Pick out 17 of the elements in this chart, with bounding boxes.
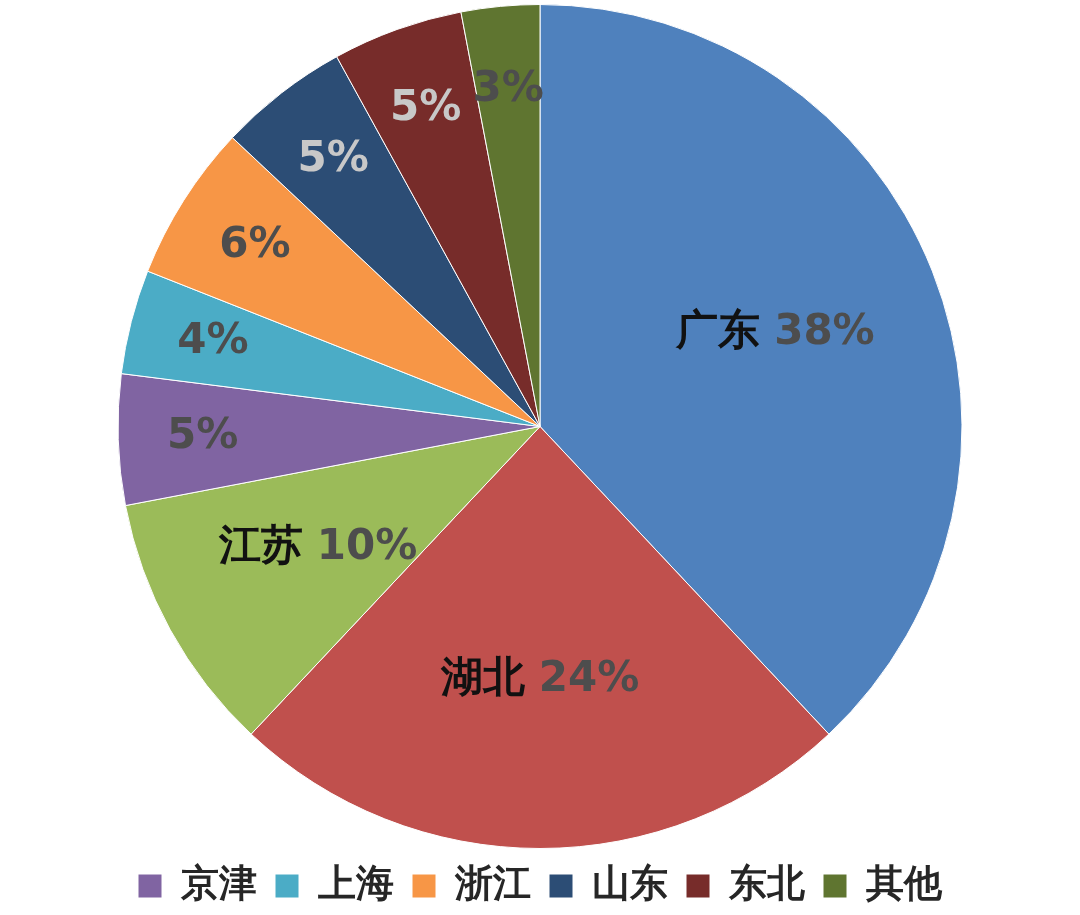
data-label: 10% [316, 520, 418, 570]
legend-label: 京津 [180, 860, 257, 905]
slice-label: 湖北 [439, 651, 525, 701]
data-label: 5% [166, 409, 239, 459]
slice-label: 江苏 [217, 520, 303, 570]
data-label: 4% [177, 314, 249, 364]
data-label: 38% [774, 305, 875, 355]
data-label: 5% [297, 131, 369, 181]
legend-label: 其他 [865, 860, 943, 905]
legend-label: 上海 [318, 860, 394, 905]
data-label: 5% [389, 80, 462, 130]
data-label: 6% [219, 217, 291, 267]
legend-label: 浙江 [454, 860, 531, 905]
data-label: 24% [538, 651, 640, 701]
legend-label: 东北 [728, 860, 805, 905]
slice-label: 广东 [675, 305, 761, 355]
legend-label: 山东 [592, 860, 668, 905]
